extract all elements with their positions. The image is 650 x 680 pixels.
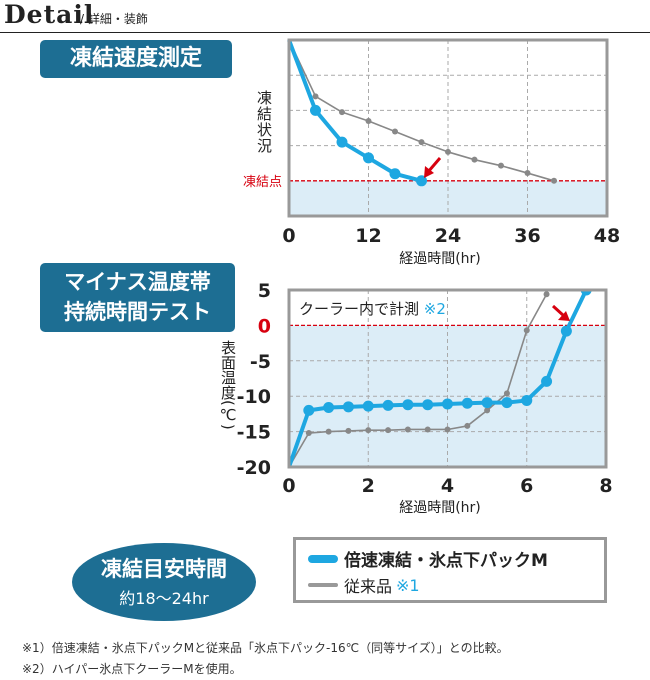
- annotation-text: クーラー内で計測: [299, 300, 419, 318]
- y-tick-label: -5: [250, 351, 271, 373]
- badge-line-1: マイナス温度帯: [64, 270, 211, 294]
- data-point: [461, 397, 473, 409]
- data-point: [382, 399, 394, 411]
- chart2-annotation: クーラー内で計測 ※2: [299, 300, 446, 318]
- page-subtitle: / 詳細・装飾: [80, 12, 148, 26]
- x-tick-label: 6: [520, 475, 533, 497]
- x-tick-label: 12: [355, 225, 381, 247]
- data-point: [464, 422, 471, 429]
- data-point: [305, 430, 312, 437]
- legend: 倍速凍結・氷点下パックM 従来品 ※1: [293, 537, 607, 603]
- data-point: [424, 426, 431, 433]
- section-badge-duration-test: マイナス温度帯 持続時間テスト: [40, 263, 235, 332]
- data-point: [385, 427, 392, 434]
- chart2-ylabel: 表面温度(℃): [219, 340, 237, 430]
- freeze-time-title: 凍結目安時間: [101, 557, 227, 581]
- x-tick-label: 0: [282, 225, 295, 247]
- data-point: [392, 128, 398, 135]
- legend-item-conventional: 従来品 ※1: [308, 573, 420, 597]
- x-tick-label: 4: [441, 475, 454, 497]
- chart-freeze-speed: 0 12 24 36 48: [282, 38, 620, 247]
- data-point: [363, 152, 374, 164]
- data-point: [365, 117, 372, 124]
- data-point: [389, 168, 401, 180]
- page-title: Detail: [4, 0, 95, 29]
- legend-item-fast: 倍速凍結・氷点下パックM: [308, 546, 548, 571]
- y-tick-label: 0: [258, 315, 271, 337]
- series-group: [289, 290, 592, 467]
- chart1-ylabel: 凍結状況: [255, 90, 273, 154]
- plot-frame: [287, 38, 609, 218]
- chart-temperature-duration: 0 2 4 6 8 5 0 -5 -10 -15 -20: [237, 280, 613, 497]
- freeze-time-badge: 凍結目安時間 約18〜24hr: [72, 543, 256, 621]
- x-tick-label: 2: [362, 475, 375, 497]
- data-point: [339, 109, 345, 116]
- data-point: [345, 427, 352, 434]
- data-point: [422, 399, 434, 411]
- series-line-fast: [289, 290, 588, 467]
- section-badge-freeze-speed: 凍結速度測定: [40, 40, 232, 78]
- chart2-xlabel: 経過時間(hr): [399, 500, 481, 516]
- data-point: [503, 390, 510, 397]
- data-point: [471, 156, 478, 163]
- data-point: [501, 397, 513, 409]
- x-tick-label: 0: [282, 475, 295, 497]
- plot-frame: [287, 288, 608, 469]
- data-point: [310, 104, 321, 116]
- legend-swatch-blue: [308, 554, 338, 563]
- footnote-1: ※1）倍速凍結・氷点下パックMと従来品「氷点下パック-16℃（同等サイズ）」との…: [22, 641, 509, 655]
- data-point: [336, 136, 348, 148]
- arrow-icon: [424, 157, 570, 321]
- y-tick-label: -10: [237, 386, 271, 408]
- chart1-xlabel: 経過時間(hr): [399, 251, 481, 267]
- data-point: [560, 325, 572, 337]
- legend-note: ※1: [396, 575, 420, 595]
- series-line-conventional: [289, 293, 548, 467]
- badge-line-2: 持続時間テスト: [64, 300, 211, 324]
- y-tick-label: -20: [237, 457, 271, 479]
- x-tick-label: 24: [435, 225, 461, 247]
- data-point: [402, 399, 414, 411]
- data-point: [444, 426, 451, 433]
- data-point: [524, 170, 531, 177]
- y-tick-label: 5: [258, 280, 271, 302]
- data-point: [418, 139, 425, 146]
- legend-label-conventional: 従来品: [344, 577, 393, 596]
- data-point: [303, 404, 315, 416]
- freeze-time-value: 約18〜24hr: [119, 589, 209, 608]
- data-point: [325, 428, 332, 435]
- legend-swatch-gray: [308, 583, 338, 587]
- data-point: [404, 426, 411, 433]
- data-point: [521, 394, 533, 406]
- data-point: [362, 400, 374, 412]
- footnote-2: ※2）ハイパー氷点下クーラーMを使用。: [22, 662, 242, 676]
- y-tick-label: -15: [237, 422, 271, 444]
- legend-label-fast: 倍速凍結・氷点下パックM: [344, 551, 548, 571]
- chart1-freeze-label: 凍結点: [243, 174, 282, 190]
- data-point: [523, 327, 530, 334]
- annotation-note: ※2: [424, 300, 446, 318]
- data-point: [416, 175, 427, 187]
- series-group: [287, 39, 557, 187]
- data-point: [541, 375, 553, 387]
- x-tick-label: 36: [514, 225, 540, 247]
- data-point: [323, 402, 335, 414]
- data-point: [445, 148, 451, 155]
- x-tick-label: 8: [599, 475, 612, 497]
- data-point: [442, 398, 453, 410]
- header-divider: [0, 32, 650, 33]
- data-point: [484, 407, 491, 414]
- data-point: [551, 177, 557, 184]
- data-point: [481, 397, 493, 409]
- x-tick-label: 48: [594, 225, 620, 247]
- data-point: [365, 427, 372, 434]
- data-point: [543, 291, 550, 298]
- data-point: [312, 93, 319, 100]
- data-point: [498, 162, 504, 169]
- data-point: [342, 401, 354, 413]
